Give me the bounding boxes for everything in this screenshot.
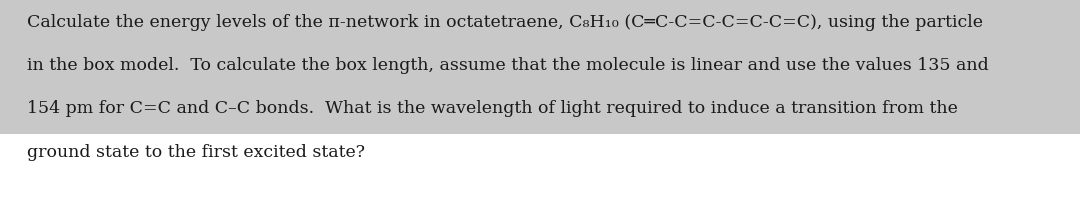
Text: 154 pm for C=C and C–C bonds.  What is the wavelength of light required to induc: 154 pm for C=C and C–C bonds. What is th… xyxy=(27,100,958,117)
Text: in the box model.  To calculate the box length, assume that the molecule is line: in the box model. To calculate the box l… xyxy=(27,57,989,74)
Text: Calculate the energy levels of the π-network in octatetraene, C₈H₁₀ (C═C-C=C-C=C: Calculate the energy levels of the π-net… xyxy=(27,14,983,31)
Text: ground state to the first excited state?: ground state to the first excited state? xyxy=(27,143,365,160)
Bar xyxy=(0,0,1080,134)
